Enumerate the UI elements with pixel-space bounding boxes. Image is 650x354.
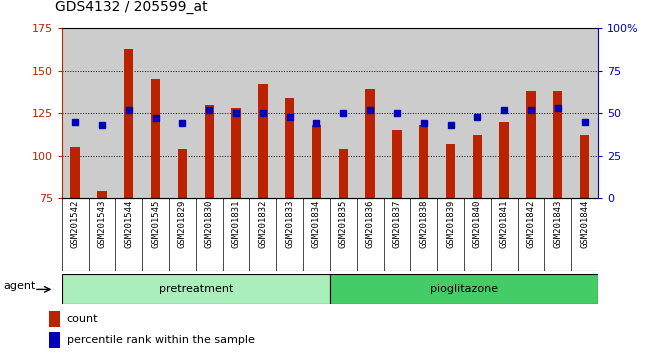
- Bar: [98, 192, 107, 198]
- Text: GSM201832: GSM201832: [258, 200, 267, 248]
- Bar: [365, 90, 375, 198]
- Bar: [312, 125, 321, 198]
- Bar: [62, 274, 330, 304]
- Bar: [70, 147, 80, 198]
- Text: count: count: [66, 314, 98, 324]
- Text: GSM201844: GSM201844: [580, 200, 589, 248]
- Bar: [124, 49, 133, 198]
- Bar: [339, 149, 348, 198]
- Text: GSM201834: GSM201834: [312, 200, 321, 248]
- Text: GSM201542: GSM201542: [71, 200, 80, 248]
- Text: GSM201843: GSM201843: [553, 200, 562, 248]
- Bar: [151, 79, 161, 198]
- Text: GSM201842: GSM201842: [526, 200, 536, 248]
- Bar: [473, 135, 482, 198]
- Text: GDS4132 / 205599_at: GDS4132 / 205599_at: [55, 0, 208, 14]
- Text: agent: agent: [3, 281, 36, 291]
- Bar: [446, 144, 455, 198]
- Bar: [580, 135, 590, 198]
- Text: GSM201831: GSM201831: [231, 200, 240, 248]
- Text: GSM201829: GSM201829: [178, 200, 187, 248]
- Bar: [49, 311, 60, 327]
- Bar: [419, 125, 428, 198]
- Text: GSM201835: GSM201835: [339, 200, 348, 248]
- Text: GSM201836: GSM201836: [365, 200, 374, 248]
- Text: GSM201840: GSM201840: [473, 200, 482, 248]
- Bar: [285, 98, 294, 198]
- Text: pretreatment: pretreatment: [159, 284, 233, 295]
- Bar: [177, 149, 187, 198]
- Text: GSM201830: GSM201830: [205, 200, 214, 248]
- Text: GSM201837: GSM201837: [393, 200, 402, 248]
- Bar: [553, 91, 562, 198]
- Text: pioglitazone: pioglitazone: [430, 284, 498, 295]
- Bar: [231, 108, 240, 198]
- Text: GSM201544: GSM201544: [124, 200, 133, 248]
- Text: GSM201838: GSM201838: [419, 200, 428, 248]
- Bar: [499, 122, 509, 198]
- Bar: [49, 332, 60, 348]
- Text: GSM201833: GSM201833: [285, 200, 294, 248]
- Text: GSM201841: GSM201841: [500, 200, 509, 248]
- Bar: [392, 130, 402, 198]
- Bar: [526, 91, 536, 198]
- Text: GSM201545: GSM201545: [151, 200, 160, 248]
- Bar: [330, 274, 598, 304]
- Bar: [258, 84, 268, 198]
- Bar: [205, 105, 214, 198]
- Text: GSM201543: GSM201543: [98, 200, 107, 248]
- Text: GSM201839: GSM201839: [446, 200, 455, 248]
- Text: percentile rank within the sample: percentile rank within the sample: [66, 335, 255, 345]
